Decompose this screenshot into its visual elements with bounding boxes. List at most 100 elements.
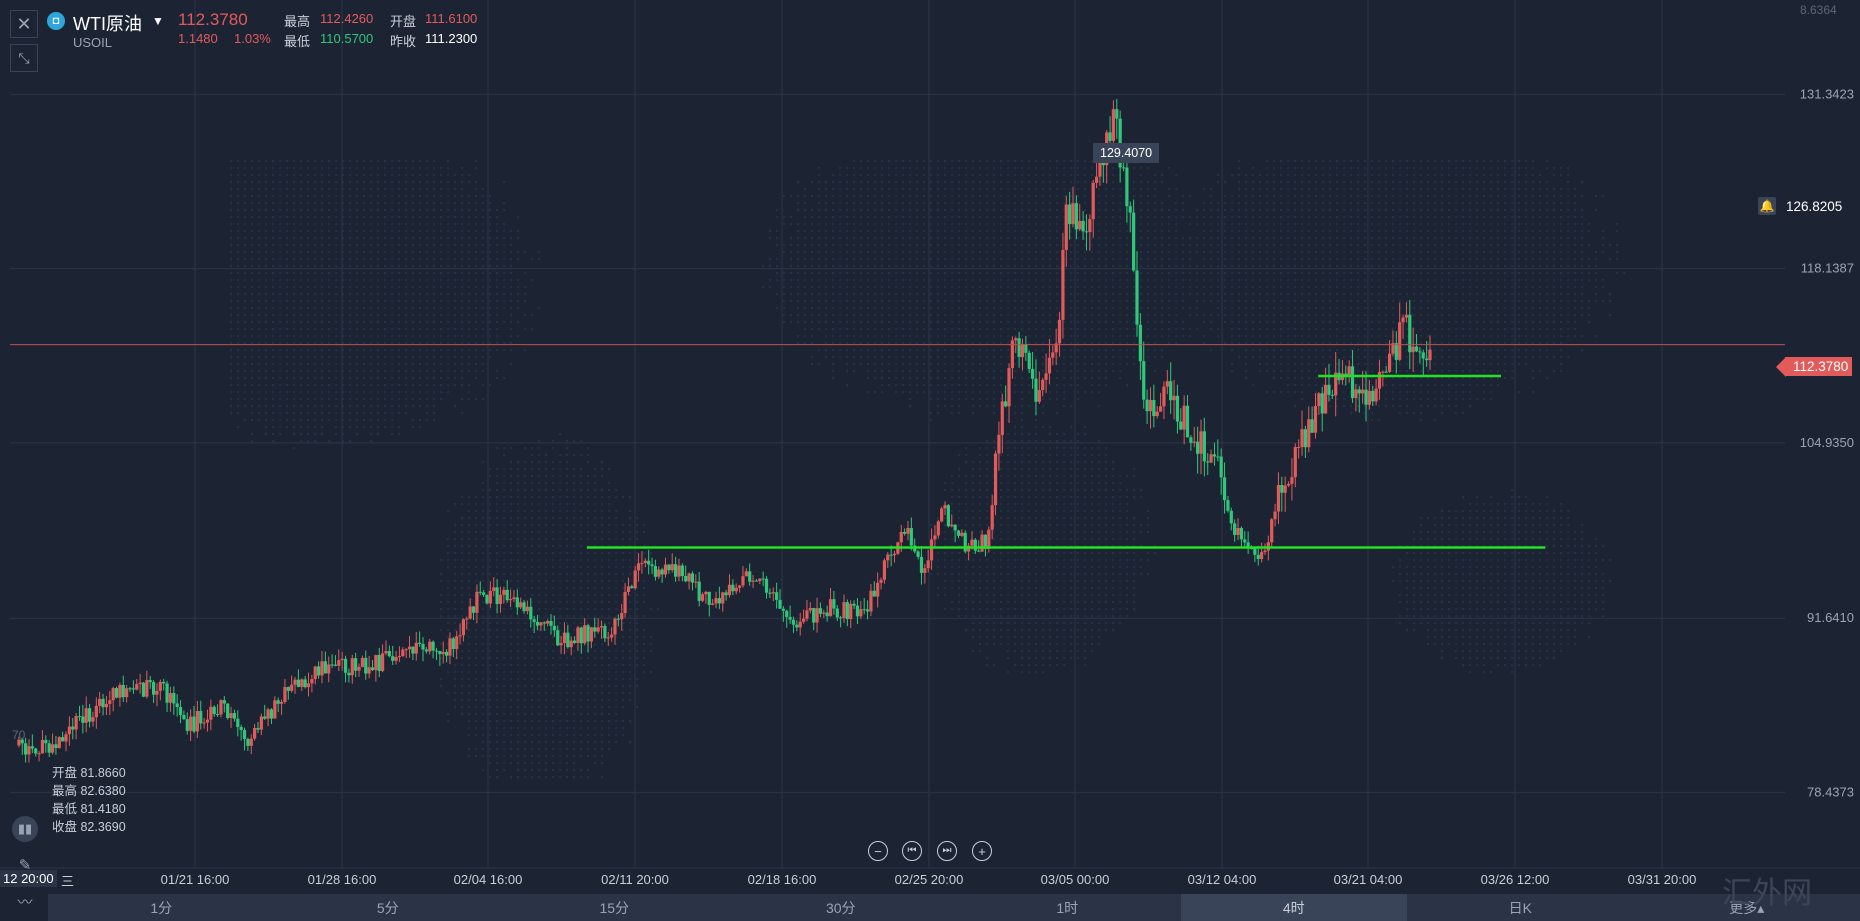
draw-tool-icon[interactable]: ✎ — [18, 857, 32, 874]
candle-body — [1243, 539, 1247, 543]
collapse-icon[interactable]: ⤡ — [10, 44, 38, 72]
candle-body — [1030, 369, 1035, 379]
candle-body — [788, 617, 792, 620]
candle-body — [933, 535, 937, 540]
candle-body — [1071, 203, 1075, 224]
timeframe-tab[interactable]: 1时 — [1056, 899, 1079, 916]
candle-body — [1185, 405, 1190, 438]
candle-body — [498, 594, 503, 604]
timeframe-tab[interactable]: 1分 — [150, 899, 173, 916]
candle-body — [168, 693, 173, 703]
candle-body — [34, 748, 38, 754]
candle-body — [451, 638, 455, 650]
candle-body — [886, 554, 890, 561]
candle-body — [50, 744, 55, 753]
candle-body — [1199, 431, 1203, 454]
candle-body — [1179, 421, 1183, 430]
jump-end-button[interactable]: ⏭ — [937, 841, 957, 861]
candle-body — [239, 726, 243, 731]
candle-body — [977, 550, 981, 552]
timeframe-tab[interactable]: 30分 — [825, 899, 856, 916]
candle-body — [923, 568, 927, 573]
candle-body — [1047, 357, 1052, 374]
candle-body — [579, 627, 583, 644]
candle-body — [630, 586, 634, 589]
candle-body — [1145, 399, 1149, 412]
timeframe-tab[interactable]: 5分 — [376, 899, 399, 916]
candle-body — [323, 661, 327, 674]
candle-body — [1115, 109, 1119, 119]
candle-body — [1310, 419, 1314, 433]
candle-body — [960, 532, 964, 536]
timeframe-tab[interactable]: 15分 — [599, 899, 630, 916]
candle-body — [798, 621, 802, 628]
candle-body — [721, 592, 725, 604]
candle-body — [583, 625, 587, 644]
candle-body — [1253, 548, 1257, 555]
candle-body — [118, 684, 122, 698]
candle-body — [909, 528, 913, 546]
close-icon[interactable]: ✕ — [10, 10, 38, 38]
price-tick-label: 118.1387 — [1801, 261, 1854, 276]
time-tick-label: 03/05 00:00 — [1041, 872, 1110, 887]
candle-body — [1398, 322, 1402, 360]
timeframe-tab[interactable]: 4时 — [1180, 894, 1407, 921]
alert-bell-icon[interactable]: 🔔 — [1758, 197, 1776, 215]
candle-body — [1290, 477, 1294, 484]
candle-body — [128, 688, 132, 690]
zoom-out-button[interactable]: − — [868, 841, 888, 861]
candle-body — [1088, 219, 1092, 233]
candle-body — [384, 651, 388, 654]
candle-body — [1135, 270, 1139, 325]
candle-body — [215, 714, 220, 716]
candle-body — [822, 612, 826, 614]
candle-body — [697, 581, 701, 601]
candle-body — [414, 642, 418, 654]
candle-body — [340, 658, 344, 661]
candle-body — [906, 528, 910, 534]
candle-body — [357, 666, 361, 671]
candle-body — [781, 608, 785, 611]
candle-body — [1364, 389, 1368, 405]
zoom-in-button[interactable]: + — [972, 841, 992, 861]
candle-body — [249, 738, 253, 746]
candle-body — [505, 589, 509, 601]
timeframe-tab[interactable]: 更多▴ — [1729, 899, 1765, 916]
candle-body — [182, 714, 186, 720]
candle-body — [1017, 338, 1021, 358]
alert-price-tag[interactable]: 126.8205 — [1780, 197, 1849, 216]
candle-body — [1162, 386, 1166, 407]
symbol-name[interactable]: WTI原油 — [73, 14, 142, 34]
candle-body — [424, 649, 428, 652]
candle-body — [290, 684, 294, 691]
candle-body — [1172, 395, 1176, 401]
candle-body — [71, 726, 75, 730]
jump-start-button[interactable]: ⏮ — [902, 841, 922, 861]
candle-body — [711, 603, 715, 605]
candle-body — [269, 709, 274, 719]
candle-body — [687, 573, 691, 582]
candle-body — [694, 581, 698, 583]
candle-body — [640, 562, 644, 564]
candle-body — [253, 728, 257, 739]
candle-body — [562, 632, 567, 644]
indicator-icon[interactable]: ▮▮ — [12, 816, 38, 842]
candle-body — [855, 605, 860, 617]
candle-body — [44, 739, 48, 744]
candle-body — [303, 679, 307, 688]
symbol-dropdown-icon[interactable]: ▼ — [152, 14, 164, 28]
candle-body — [404, 649, 408, 651]
candle-body — [970, 539, 974, 546]
candle-body — [202, 722, 206, 724]
time-tick-label: 02/25 20:00 — [895, 872, 964, 887]
candle-body — [226, 703, 230, 719]
candle-body — [603, 625, 607, 639]
candle-body — [283, 687, 287, 702]
candle-body — [455, 636, 459, 650]
candle-body — [138, 682, 142, 685]
chart-type-icon[interactable]: 〰 — [17, 893, 33, 911]
candle-body — [768, 592, 772, 594]
timeframe-tab[interactable]: 日K — [1508, 899, 1532, 916]
candle-body — [1158, 406, 1163, 412]
